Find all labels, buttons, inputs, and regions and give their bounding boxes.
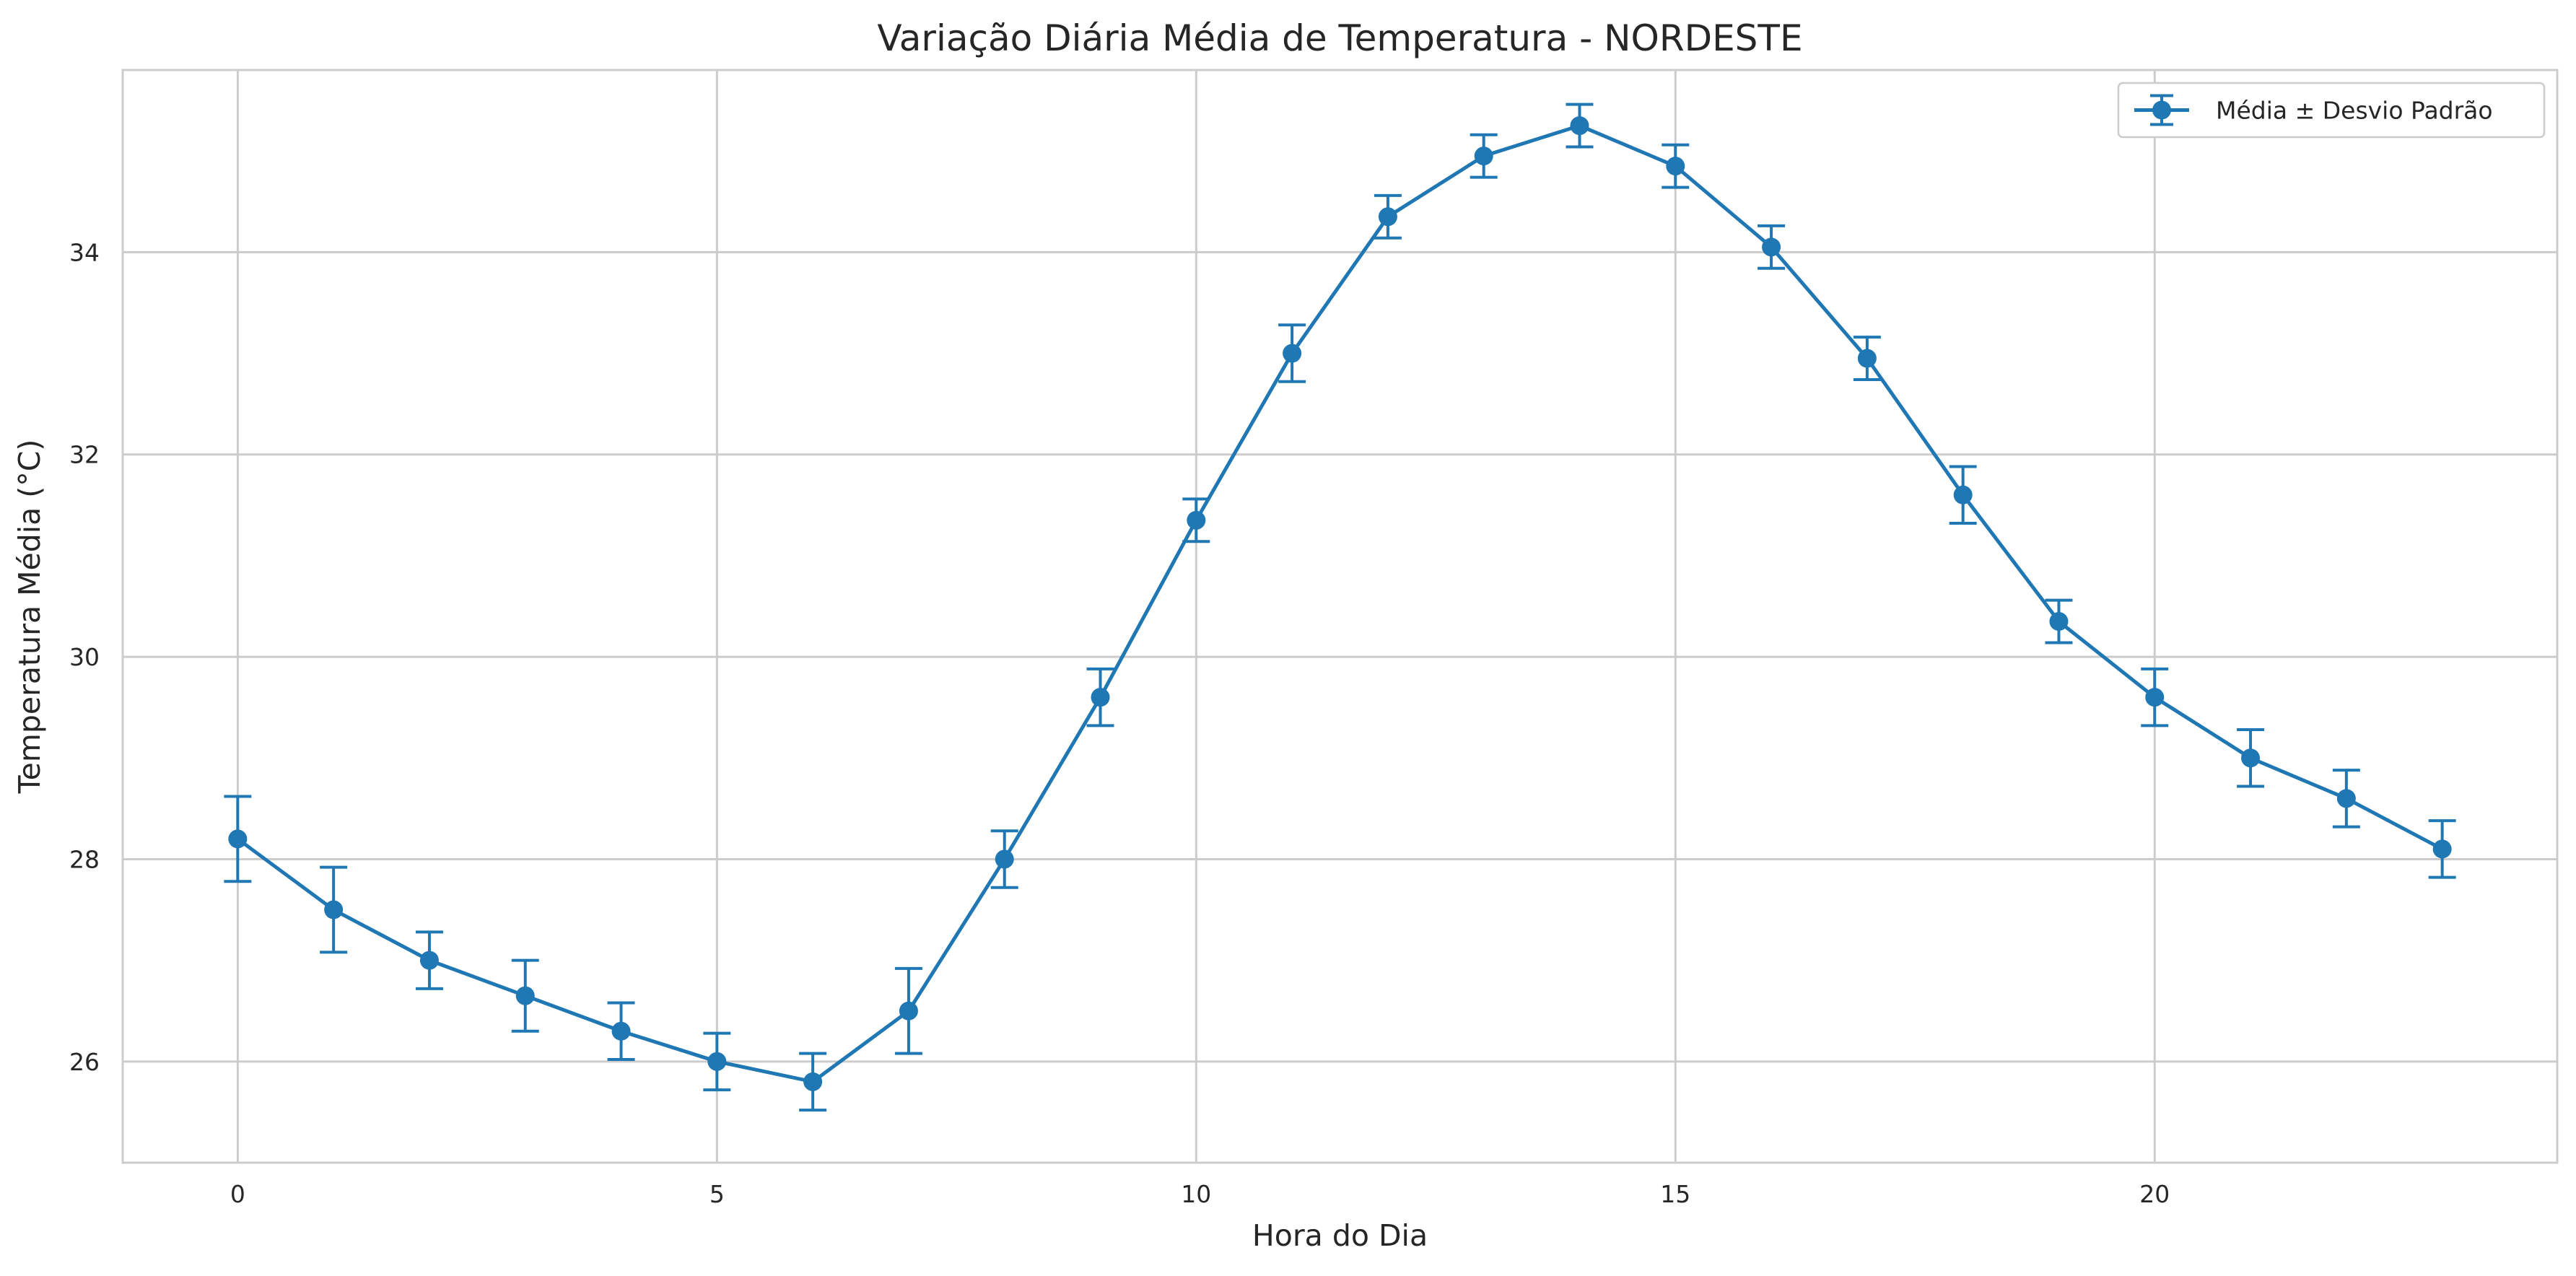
data-point — [1762, 237, 1781, 257]
series-layer — [224, 102, 2456, 1112]
data-point — [1666, 157, 1685, 176]
data-point — [1570, 116, 1589, 136]
data-point — [1953, 485, 1973, 504]
legend-box — [2117, 82, 2546, 139]
data-point — [1283, 344, 1302, 363]
data-point — [2432, 839, 2452, 859]
data-point — [515, 986, 535, 1005]
x-tick-label: 10 — [1181, 1180, 1211, 1208]
y-axis-label: Temperatura Média (°C) — [12, 440, 47, 795]
data-point — [2336, 789, 2356, 808]
data-point — [1187, 510, 1206, 530]
data-point — [899, 1001, 918, 1021]
data-point — [228, 829, 248, 849]
data-point — [419, 951, 439, 970]
x-axis-label: Hora do Dia — [1252, 1218, 1428, 1253]
data-point — [324, 900, 344, 919]
data-point — [2049, 612, 2069, 632]
legend-label: Média ± Desvio Padrão — [2216, 97, 2493, 125]
legend-marker — [2134, 94, 2189, 126]
data-point — [2241, 748, 2261, 768]
data-point — [2145, 688, 2165, 707]
data-point — [611, 1021, 631, 1041]
plot-frame — [121, 69, 2559, 1164]
x-tick-label: 0 — [230, 1180, 245, 1208]
data-point — [1474, 147, 1493, 166]
y-tick-label: 28 — [69, 845, 100, 873]
x-tick-label: 15 — [1660, 1180, 1690, 1208]
data-point — [1857, 349, 1877, 368]
chart-title: Variação Diária Média de Temperatura - N… — [877, 17, 1802, 59]
data-point — [995, 849, 1014, 869]
legend: Média ± Desvio Padrão — [2117, 82, 2546, 139]
tick-labels: 0 5 10 15 20 26 28 30 32 34 — [69, 238, 2170, 1208]
series-line — [236, 123, 2443, 1084]
y-tick-label: 32 — [69, 441, 100, 469]
data-point — [803, 1072, 823, 1091]
x-tick-label: 20 — [2139, 1180, 2170, 1208]
x-tick-label: 5 — [710, 1180, 725, 1208]
data-point — [1091, 688, 1110, 707]
data-point — [707, 1052, 727, 1071]
legend-marker-dot — [2152, 100, 2171, 120]
grid-lines — [123, 70, 2557, 1163]
data-point — [1378, 207, 1397, 227]
y-tick-label: 34 — [69, 238, 100, 266]
y-tick-label: 30 — [69, 643, 100, 671]
y-tick-label: 26 — [69, 1048, 100, 1076]
